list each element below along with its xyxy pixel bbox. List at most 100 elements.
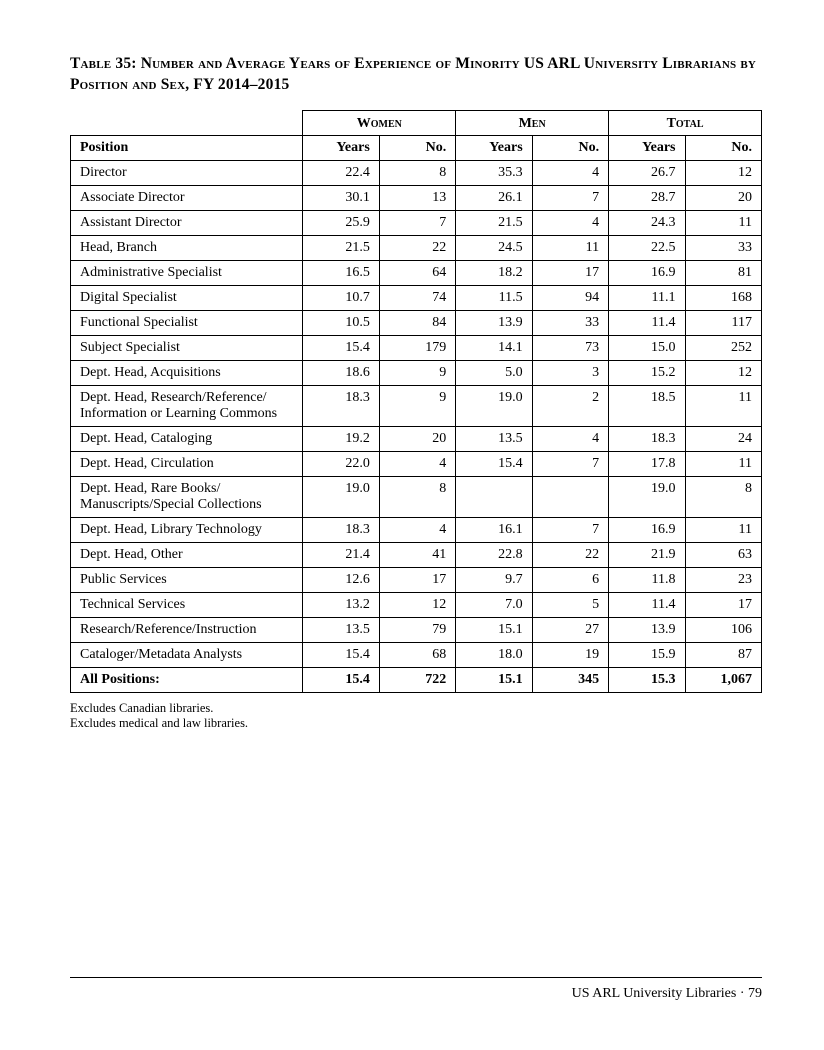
header-blank xyxy=(71,110,303,135)
cell-value: 11 xyxy=(685,385,762,426)
cell-value: 4 xyxy=(379,517,455,542)
footnote-line: Excludes Canadian libraries. xyxy=(70,701,762,717)
cell-value: 15.1 xyxy=(456,667,532,692)
cell-value: 18.5 xyxy=(609,385,685,426)
cell-position: Technical Services xyxy=(71,592,303,617)
cell-value: 5 xyxy=(532,592,608,617)
cell-value: 252 xyxy=(685,335,762,360)
cell-position: Director xyxy=(71,160,303,185)
cell-value: 3 xyxy=(532,360,608,385)
table-row: Cataloger/Metadata Analysts15.46818.0191… xyxy=(71,642,762,667)
cell-value: 10.5 xyxy=(303,310,379,335)
cell-value: 81 xyxy=(685,260,762,285)
cell-value: 11 xyxy=(685,451,762,476)
cell-value: 12.6 xyxy=(303,567,379,592)
cell-value: 20 xyxy=(685,185,762,210)
cell-value: 11 xyxy=(532,235,608,260)
header-men-no: No. xyxy=(532,135,608,160)
table-row: Administrative Specialist16.56418.21716.… xyxy=(71,260,762,285)
cell-value: 19.0 xyxy=(456,385,532,426)
cell-value: 68 xyxy=(379,642,455,667)
table-row: Dept. Head, Other21.44122.82221.963 xyxy=(71,542,762,567)
cell-value: 18.3 xyxy=(303,385,379,426)
cell-position: Research/Reference/Instruction xyxy=(71,617,303,642)
cell-value: 8 xyxy=(685,476,762,517)
cell-position: Dept. Head, Other xyxy=(71,542,303,567)
cell-value: 21.5 xyxy=(303,235,379,260)
cell-value: 79 xyxy=(379,617,455,642)
cell-position: Dept. Head, Rare Books/ Manuscripts/Spec… xyxy=(71,476,303,517)
cell-value: 28.7 xyxy=(609,185,685,210)
cell-value: 15.4 xyxy=(303,667,379,692)
cell-value: 13.5 xyxy=(303,617,379,642)
cell-value: 24.3 xyxy=(609,210,685,235)
cell-position: Dept. Head, Research/Reference/ Informat… xyxy=(71,385,303,426)
cell-value: 15.4 xyxy=(456,451,532,476)
cell-position: Head, Branch xyxy=(71,235,303,260)
cell-position: Dept. Head, Library Technology xyxy=(71,517,303,542)
cell-value: 64 xyxy=(379,260,455,285)
cell-value: 12 xyxy=(685,360,762,385)
cell-value: 4 xyxy=(379,451,455,476)
table-row: Dept. Head, Research/Reference/ Informat… xyxy=(71,385,762,426)
cell-value: 84 xyxy=(379,310,455,335)
cell-value: 22.5 xyxy=(609,235,685,260)
footnote-line: Excludes medical and law libraries. xyxy=(70,716,762,732)
table-row: Subject Specialist15.417914.17315.0252 xyxy=(71,335,762,360)
cell-value: 19.0 xyxy=(303,476,379,517)
cell-value: 63 xyxy=(685,542,762,567)
cell-value: 24.5 xyxy=(456,235,532,260)
cell-value: 106 xyxy=(685,617,762,642)
cell-value: 4 xyxy=(532,210,608,235)
cell-value: 35.3 xyxy=(456,160,532,185)
table-row: Director22.4835.3426.712 xyxy=(71,160,762,185)
cell-value: 74 xyxy=(379,285,455,310)
header-total-years: Years xyxy=(609,135,685,160)
cell-position: Dept. Head, Circulation xyxy=(71,451,303,476)
header-position: Position xyxy=(71,135,303,160)
cell-value: 11.5 xyxy=(456,285,532,310)
cell-value: 18.2 xyxy=(456,260,532,285)
cell-position: Dept. Head, Acquisitions xyxy=(71,360,303,385)
cell-value: 22.0 xyxy=(303,451,379,476)
cell-value: 41 xyxy=(379,542,455,567)
cell-value: 33 xyxy=(532,310,608,335)
cell-value: 21.9 xyxy=(609,542,685,567)
footnotes: Excludes Canadian libraries.Excludes med… xyxy=(70,701,762,732)
cell-value: 11.8 xyxy=(609,567,685,592)
cell-value: 33 xyxy=(685,235,762,260)
cell-value: 4 xyxy=(532,160,608,185)
cell-value: 17 xyxy=(532,260,608,285)
cell-value: 21.4 xyxy=(303,542,379,567)
cell-value: 94 xyxy=(532,285,608,310)
cell-value: 14.1 xyxy=(456,335,532,360)
cell-value: 7.0 xyxy=(456,592,532,617)
cell-position: Dept. Head, Cataloging xyxy=(71,426,303,451)
header-men-years: Years xyxy=(456,135,532,160)
cell-value: 11 xyxy=(685,210,762,235)
cell-value: 22.8 xyxy=(456,542,532,567)
cell-value: 179 xyxy=(379,335,455,360)
cell-value: 18.0 xyxy=(456,642,532,667)
cell-value: 15.3 xyxy=(609,667,685,692)
cell-position: Associate Director xyxy=(71,185,303,210)
table-row: All Positions:15.472215.134515.31,067 xyxy=(71,667,762,692)
cell-value xyxy=(532,476,608,517)
table-row: Head, Branch21.52224.51122.533 xyxy=(71,235,762,260)
cell-value: 25.9 xyxy=(303,210,379,235)
cell-value: 26.1 xyxy=(456,185,532,210)
cell-value: 117 xyxy=(685,310,762,335)
table-title: Table 35: Number and Average Years of Ex… xyxy=(70,54,762,96)
table-row: Dept. Head, Acquisitions18.695.0315.212 xyxy=(71,360,762,385)
cell-position: Administrative Specialist xyxy=(71,260,303,285)
cell-value: 23 xyxy=(685,567,762,592)
cell-value: 13.2 xyxy=(303,592,379,617)
header-women-years: Years xyxy=(303,135,379,160)
cell-value: 168 xyxy=(685,285,762,310)
table-row: Digital Specialist10.77411.59411.1168 xyxy=(71,285,762,310)
cell-value: 19.0 xyxy=(609,476,685,517)
cell-value: 15.2 xyxy=(609,360,685,385)
table-row: Dept. Head, Rare Books/ Manuscripts/Spec… xyxy=(71,476,762,517)
cell-value: 13.9 xyxy=(609,617,685,642)
cell-value: 26.7 xyxy=(609,160,685,185)
